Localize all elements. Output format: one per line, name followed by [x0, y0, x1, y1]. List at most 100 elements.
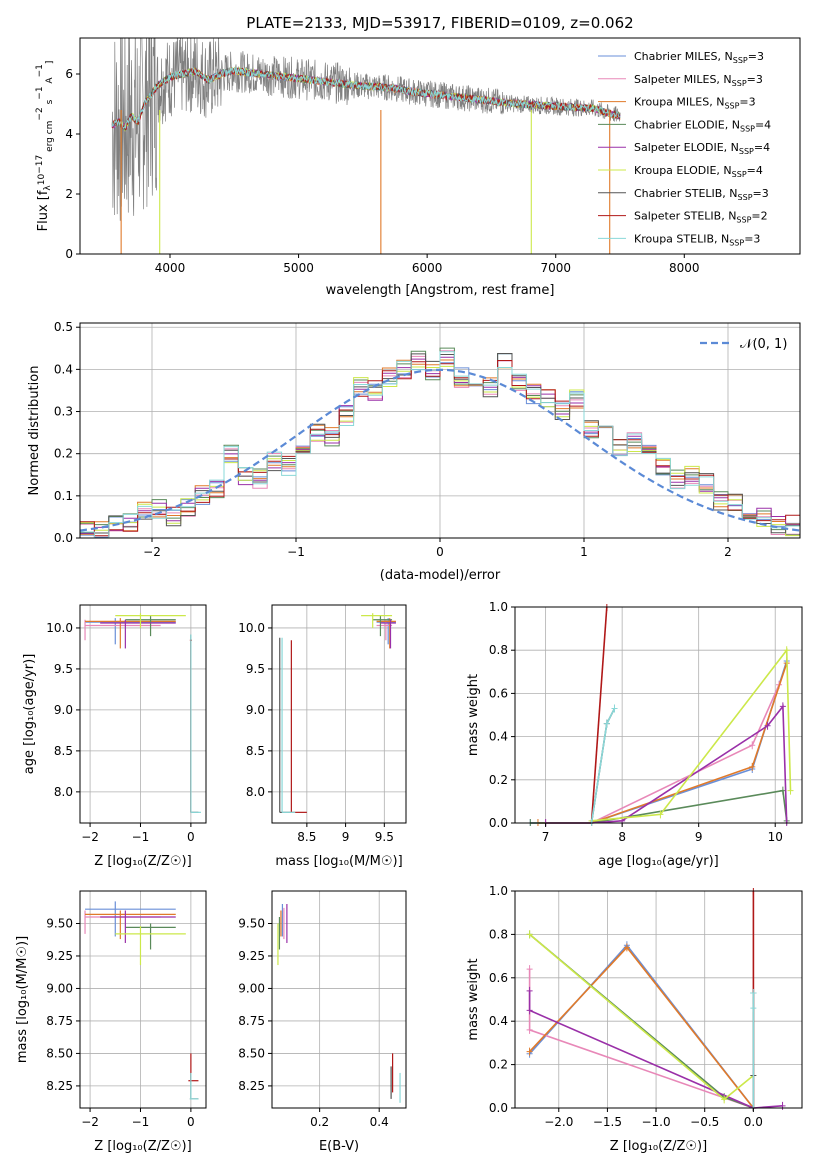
- ylabel-part: s: [45, 99, 55, 107]
- mw-z-point: [526, 986, 533, 995]
- age-mass-xlabel: mass [log₁₀(M/M☉)]: [275, 854, 402, 869]
- x-tick-label: 5000: [283, 261, 314, 275]
- mass_vs_Z-plot-area: [84, 901, 199, 1100]
- age-z-xlabel: Z [log₁₀(Z/Z☉)]: [94, 854, 191, 869]
- mw-z-point: [779, 1101, 786, 1110]
- legend-sub: SSP: [732, 79, 747, 88]
- legend-name: Kroupa ELODIE, N: [634, 164, 732, 177]
- mass-z-xlabel: Z [log₁₀(Z/Z☉)]: [94, 1139, 191, 1154]
- y-tick-label: 1.0: [489, 884, 508, 898]
- x-tick-label: 0: [187, 1115, 195, 1129]
- x-tick-label: 8000: [669, 261, 700, 275]
- legend-sub: SSP: [736, 216, 751, 225]
- age-z-ylabel: age [log₁₀(age/yr)]: [22, 654, 37, 775]
- x-tick-label: 9.5: [375, 830, 394, 844]
- y-tick-label: 2: [65, 187, 73, 201]
- ylabel-part: A: [45, 77, 55, 87]
- x-tick-label: 1: [580, 545, 588, 559]
- legend-name: Salpeter MILES, N: [634, 73, 732, 86]
- y-tick-label: 9.50: [46, 916, 73, 930]
- mw-age-series-chabrier-miles: [530, 660, 788, 824]
- y-tick-label: 10.0: [46, 621, 73, 635]
- mw-z-point: [526, 965, 533, 974]
- spectrum-plot-area: [111, 38, 621, 254]
- normal-curve: [80, 368, 800, 532]
- mw-z-xlabel: Z [log₁₀(Z/Z☉)]: [610, 1139, 707, 1154]
- legend-value: =3: [739, 96, 755, 109]
- age_vs_mass-plot-area: [279, 613, 396, 813]
- massweight_vs_Z-plot-area: [526, 888, 786, 1111]
- legend-normal-label: 𝒩(0, 1): [740, 337, 787, 352]
- mw-age-point: [749, 741, 756, 750]
- x-tick-label: 10: [768, 830, 783, 844]
- mw-age-point: [779, 702, 786, 711]
- legend-entry: Chabrier STELIB, NSSP=3: [634, 187, 769, 202]
- x-tick-label: −2: [81, 1115, 99, 1129]
- y-tick-label: 0.2: [54, 447, 73, 461]
- ylabel-part: ]: [45, 61, 55, 65]
- mw-z-point: [750, 1004, 757, 1013]
- y-tick-label: 0.5: [54, 320, 73, 334]
- legend-entry: Salpeter MILES, NSSP=3: [634, 73, 763, 88]
- ylabel-part: 10: [37, 174, 47, 186]
- legend-value: =4: [754, 141, 770, 154]
- mass_vs_ebv-axes-frame: [271, 890, 407, 1109]
- mw-z-point: [623, 943, 630, 952]
- legend-name: Salpeter STELIB, N: [634, 210, 736, 223]
- mw-age-series-salpeter-elodie: [545, 704, 788, 824]
- legend-entry: Kroupa STELIB, NSSP=3: [634, 232, 760, 247]
- legend-sub: SSP: [724, 102, 739, 111]
- mw-z-point: [526, 1006, 533, 1015]
- x-tick-label: 0.2: [310, 1115, 329, 1129]
- y-tick-label: 8.0: [54, 785, 73, 799]
- y-tick-label: 0.0: [489, 1101, 508, 1115]
- legend-value: =3: [753, 187, 769, 200]
- y-tick-label: 0.0: [54, 531, 73, 545]
- mw-z-point: [526, 1047, 533, 1056]
- y-tick-label: 0.4: [489, 730, 508, 744]
- y-tick-label: 8.75: [238, 1014, 265, 1028]
- y-tick-label: 8.0: [246, 785, 265, 799]
- x-tick-label: 8.5: [297, 830, 316, 844]
- y-tick-label: 8.5: [246, 744, 265, 758]
- x-tick-label: −1.5: [593, 1115, 622, 1129]
- y-tick-label: 8.50: [238, 1046, 265, 1060]
- y-tick-label: 0.0: [489, 816, 508, 830]
- x-tick-label: 0.0: [744, 1115, 763, 1129]
- residual-ylabel: Normed distribution: [27, 366, 42, 496]
- mw-z-point: [526, 930, 533, 939]
- mass_vs_ebv-plot-area: [277, 903, 401, 1103]
- y-tick-label: 0.8: [489, 927, 508, 941]
- mw-z-point: [721, 1095, 728, 1104]
- mw-age-point: [749, 762, 756, 771]
- age_vs_Z-plot-area: [84, 613, 201, 813]
- age_vs_mass-axes-frame: [271, 604, 407, 824]
- mw-age-point: [603, 719, 610, 728]
- legend-sub: SSP: [733, 56, 748, 65]
- mw-z-series-salpeter-miles: [528, 969, 754, 1109]
- massweight_vs_age-axes-frame: [514, 606, 803, 824]
- y-tick-label: 4: [65, 127, 73, 141]
- y-tick-label: 8.5: [54, 744, 73, 758]
- mass-ebv-xlabel: E(B-V): [319, 1139, 359, 1154]
- mw-z-ylabel: mass weight: [466, 958, 481, 1040]
- y-tick-label: 9.5: [246, 662, 265, 676]
- spectrum-ylabel: Flux [fλ10−17 erg cm−2 s−1 A−1]: [35, 61, 55, 232]
- ylabel-part: −1: [35, 86, 45, 99]
- mw-z-series-chabrier-miles: [529, 944, 755, 1109]
- x-tick-label: 8: [618, 830, 626, 844]
- x-tick-label: −1: [132, 1115, 150, 1129]
- y-tick-label: 0.4: [54, 362, 73, 376]
- legend-value: =3: [748, 50, 764, 63]
- legend-sub: SSP: [740, 124, 755, 133]
- y-tick-label: 9.0: [246, 703, 265, 717]
- x-tick-label: 6000: [412, 261, 443, 275]
- legend-name: Kroupa STELIB, N: [634, 232, 729, 245]
- observed-spectrum: [111, 38, 621, 221]
- x-tick-label: 0.4: [370, 1115, 389, 1129]
- legend-entry: Chabrier MILES, NSSP=3: [634, 50, 764, 65]
- ylabel-part: −2: [35, 107, 45, 120]
- y-tick-label: 8.25: [238, 1079, 265, 1093]
- legend-name: Chabrier ELODIE, N: [634, 118, 740, 131]
- x-tick-label: 7: [542, 830, 550, 844]
